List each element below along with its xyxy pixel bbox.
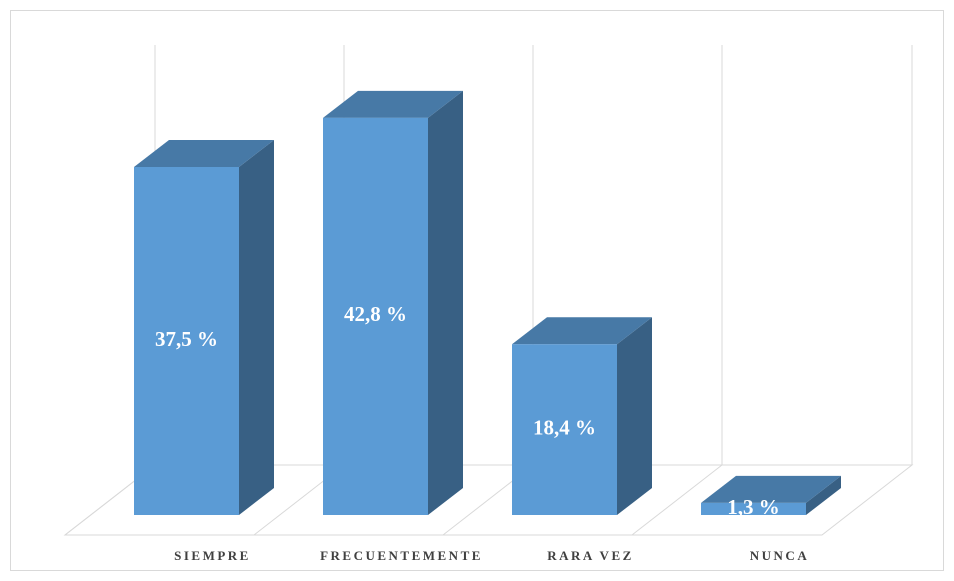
x-tick-label: FRECUENTEMENTE	[320, 548, 483, 563]
chart-border	[10, 10, 944, 571]
value-label: 37,5 %	[155, 327, 218, 351]
bar-side	[239, 140, 274, 515]
bar-side	[806, 475, 841, 515]
bar-top	[134, 140, 274, 167]
value-label: 18,4 %	[533, 415, 596, 439]
bar-side	[617, 317, 652, 515]
bar-top	[701, 475, 841, 503]
bar-top	[512, 317, 652, 345]
x-tick-label: SIEMPRE	[174, 548, 251, 563]
bar	[323, 117, 428, 515]
x-tick-label: NUNCA	[750, 548, 809, 563]
bar-side	[428, 90, 463, 515]
x-tick-label: RARA VEZ	[547, 548, 634, 563]
value-label: 1,3 %	[727, 495, 780, 519]
bar	[701, 502, 806, 515]
bar	[134, 167, 239, 515]
value-label: 42,8 %	[344, 302, 407, 326]
bar	[512, 344, 617, 515]
bar-top	[323, 90, 463, 118]
